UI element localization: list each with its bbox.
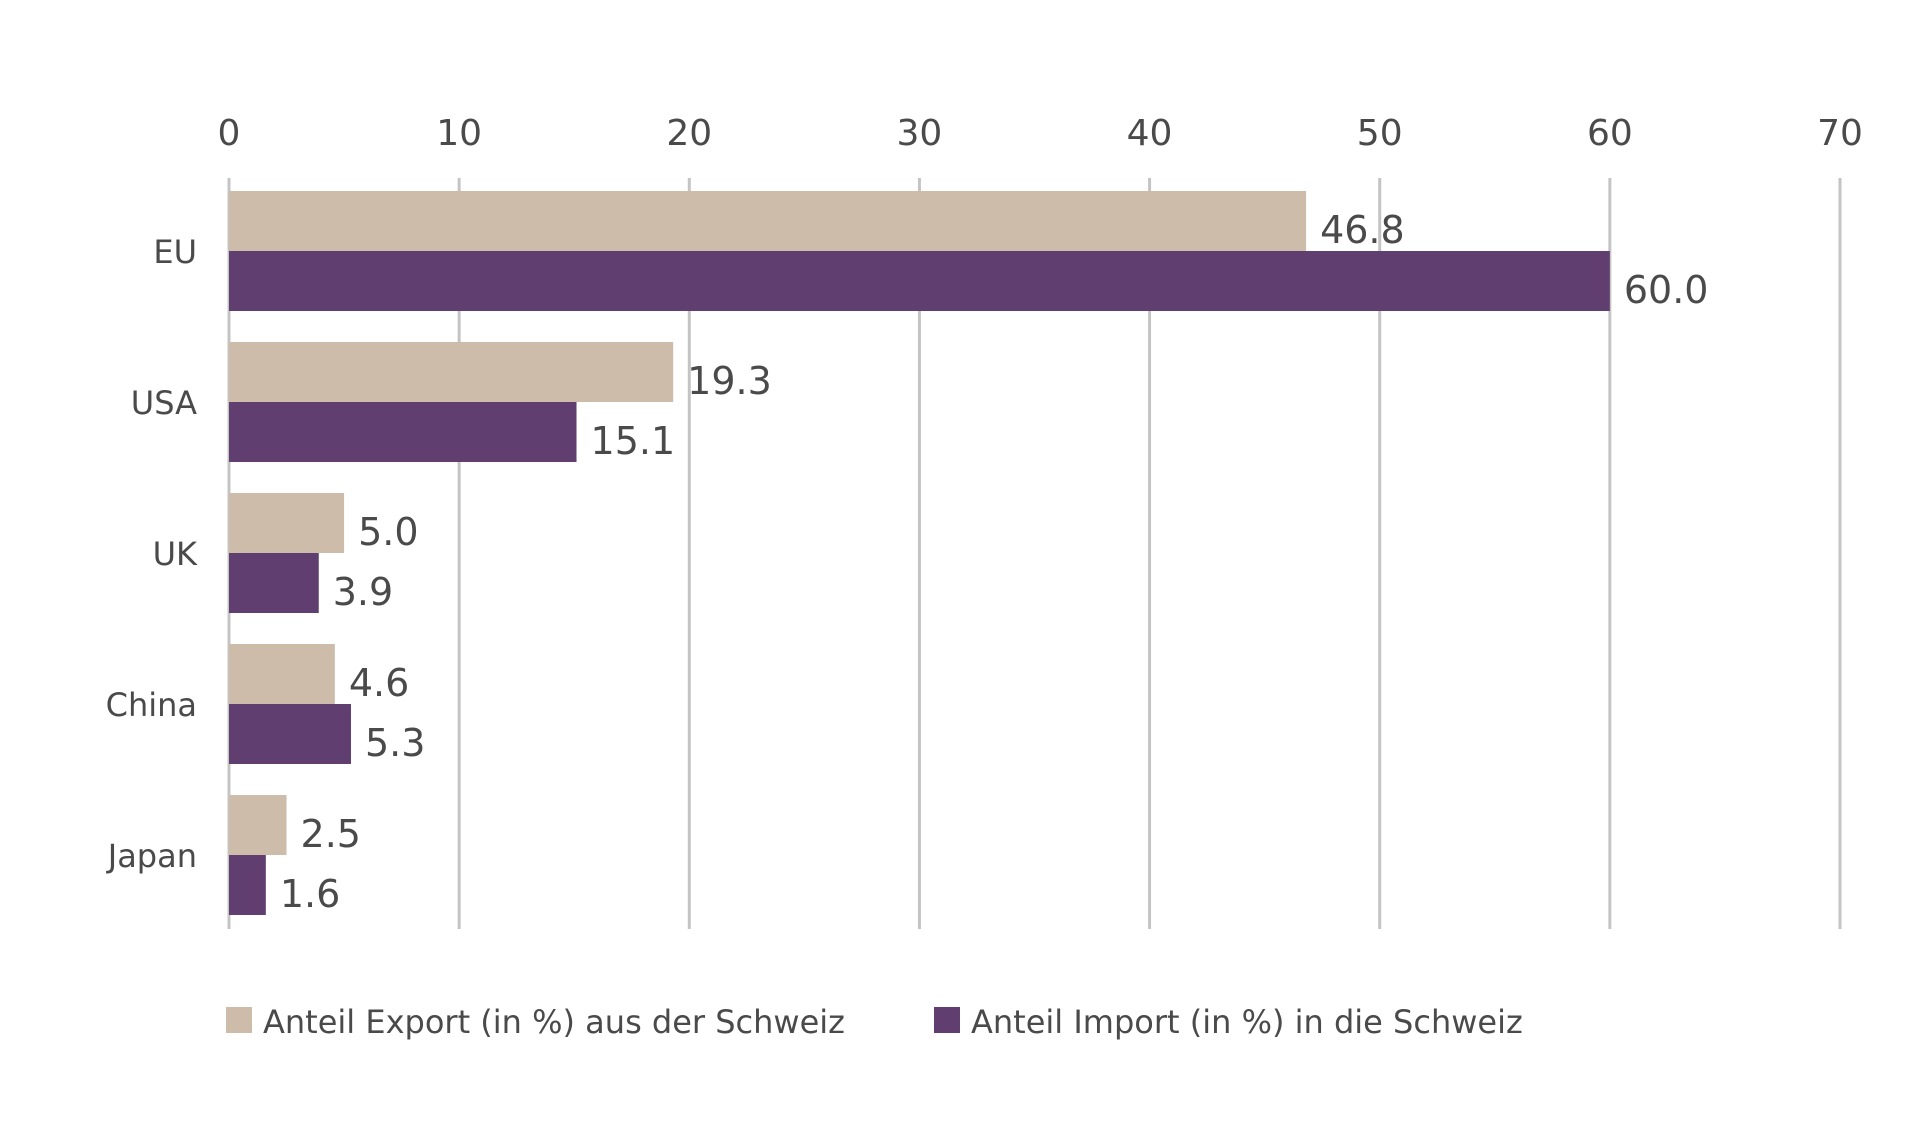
bar-import bbox=[229, 251, 1610, 311]
category-label: USA bbox=[131, 384, 197, 422]
bar-export bbox=[229, 342, 674, 402]
x-tick-label: 10 bbox=[436, 113, 482, 154]
x-tick-label: 40 bbox=[1127, 113, 1173, 154]
category-label: EU bbox=[153, 233, 197, 271]
x-tick-label: 20 bbox=[666, 113, 712, 154]
data-label: 15.1 bbox=[591, 419, 676, 463]
bar-export bbox=[229, 795, 287, 855]
bar-import bbox=[229, 855, 266, 915]
legend-swatch bbox=[226, 1007, 252, 1033]
data-label: 46.8 bbox=[1320, 208, 1405, 252]
legend-label: Anteil Export (in %) aus der Schweiz bbox=[263, 1003, 845, 1041]
data-label: 1.6 bbox=[280, 872, 340, 916]
data-label: 3.9 bbox=[333, 570, 393, 614]
category-label: China bbox=[106, 686, 197, 724]
category-label: Japan bbox=[106, 837, 197, 875]
category-label: UK bbox=[153, 535, 198, 573]
bar-import bbox=[229, 553, 319, 613]
data-label: 5.0 bbox=[358, 510, 418, 554]
bar-import bbox=[229, 402, 577, 462]
x-tick-label: 70 bbox=[1817, 113, 1863, 154]
legend-swatch bbox=[934, 1007, 960, 1033]
bar-export bbox=[229, 493, 345, 553]
data-label: 2.5 bbox=[301, 812, 361, 856]
data-label: 5.3 bbox=[365, 721, 425, 765]
x-tick-label: 60 bbox=[1587, 113, 1633, 154]
x-tick-label: 30 bbox=[897, 113, 943, 154]
data-label: 19.3 bbox=[687, 359, 772, 403]
bar-export bbox=[229, 191, 1307, 251]
data-label: 4.6 bbox=[349, 661, 409, 705]
legend-label: Anteil Import (in %) in die Schweiz bbox=[971, 1003, 1523, 1041]
bar-export bbox=[229, 644, 335, 704]
x-tick-label: 50 bbox=[1357, 113, 1403, 154]
x-tick-label: 0 bbox=[218, 113, 241, 154]
bar-import bbox=[229, 704, 351, 764]
data-label: 60.0 bbox=[1624, 268, 1709, 312]
